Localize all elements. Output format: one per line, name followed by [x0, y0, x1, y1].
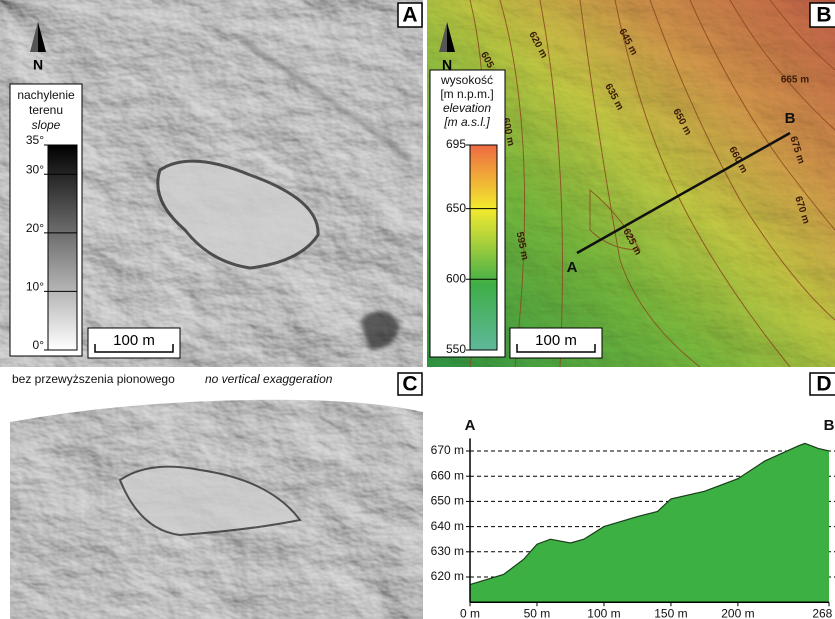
legend-title-en: slope	[32, 118, 61, 132]
x-tick-label: 50 m	[524, 606, 551, 619]
legend-tick-label: 550	[446, 342, 466, 356]
caption: bez przewyższenia pionowego	[12, 372, 175, 386]
contour-label: 665 m	[781, 75, 809, 86]
page: { "panel_a": { "letter": "A", "north": "…	[0, 0, 835, 619]
x-tick-label: 0 m	[460, 606, 480, 619]
scale-label: 100 m	[535, 332, 577, 349]
legend-tick-label: 0°	[33, 338, 45, 352]
panel-letter: C	[402, 373, 417, 396]
panel-letter: D	[816, 373, 831, 396]
scale-label: 100 m	[113, 332, 155, 349]
x-tick-label: 200 m	[721, 606, 754, 619]
y-tick-label: 660 m	[431, 468, 464, 482]
legend-title: nachylenie	[17, 88, 75, 102]
legend-title: terenu	[29, 103, 63, 117]
color-bar	[470, 145, 497, 350]
legend-tick-label: 30°	[26, 162, 44, 176]
legend-tick-label: 20°	[26, 221, 44, 235]
y-tick-label: 670 m	[431, 443, 464, 457]
caption-en: no vertical exaggeration	[205, 372, 333, 386]
scale-bar: 100 m	[510, 328, 602, 358]
legend-tick-label: 10°	[26, 280, 44, 294]
profile-area	[470, 443, 829, 602]
x-tick-label: 268 m	[812, 606, 835, 619]
profile-start-label: A	[567, 259, 578, 276]
profile-end-label: B	[824, 417, 835, 434]
profile-start-label: A	[465, 417, 476, 434]
y-tick-label: 630 m	[431, 544, 464, 558]
legend-tick-label: 35°	[26, 133, 44, 147]
legend-tick-label: 600	[446, 271, 466, 285]
x-tick-label: 100 m	[587, 606, 620, 619]
panel-c	[10, 395, 423, 619]
panel-letter: A	[402, 4, 417, 27]
profile-end-label: B	[785, 110, 796, 127]
scale-bar: 100 m	[88, 328, 180, 358]
panel-letter: B	[816, 4, 831, 27]
y-tick-label: 620 m	[431, 569, 464, 583]
north-label: N	[33, 57, 43, 73]
legend-tick-label: 650	[446, 201, 466, 215]
legend-title-en: [m a.s.l.]	[443, 115, 490, 129]
color-bar	[48, 145, 77, 350]
elevation-legend: wysokość [m n.p.m.] elevation [m a.s.l.]…	[430, 70, 505, 357]
legend-title-en: elevation	[443, 101, 491, 115]
slope-legend: nachylenie terenu slope 35° 30° 20° 10° 0°	[10, 84, 82, 356]
legend-title: [m n.p.m.]	[440, 87, 493, 101]
y-tick-label: 650 m	[431, 494, 464, 508]
legend-title: wysokość	[440, 73, 493, 87]
legend-tick-label: 695	[446, 137, 466, 151]
panel-d: 620 m 630 m 640 m 650 m 660 m 670 m 0 m 50 m 100…	[431, 417, 835, 619]
y-tick-label: 640 m	[431, 519, 464, 533]
x-tick-label: 150 m	[654, 606, 687, 619]
figure: 620 m645 m635 m650 m665 m660 m675 m670 m…	[0, 0, 835, 619]
